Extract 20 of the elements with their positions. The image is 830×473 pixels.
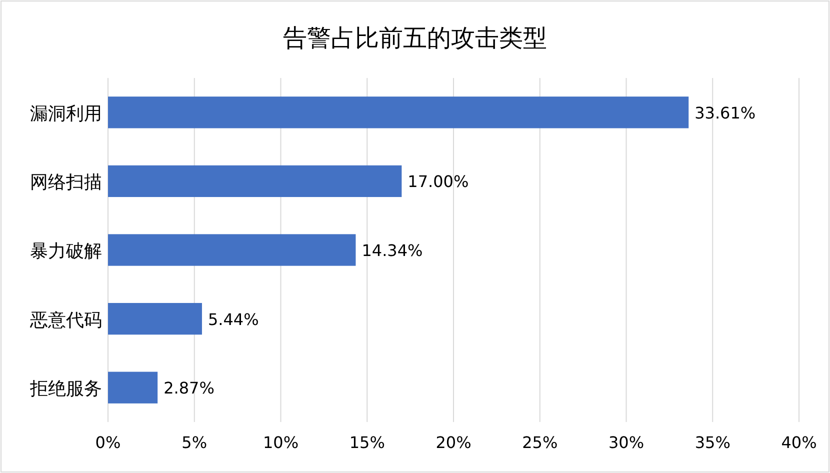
xtick: 10% <box>262 433 299 452</box>
category: 漏洞利用 <box>30 103 102 124</box>
category: 暴力破解 <box>30 241 102 262</box>
xtick: 35% <box>694 433 730 452</box>
data-label: 5.44% <box>208 310 259 329</box>
data-label: 33.61% <box>694 103 756 122</box>
category: 网络扫描 <box>30 172 102 194</box>
xtick: 25% <box>522 433 558 452</box>
data-label: 17.00% <box>408 172 469 192</box>
xtick: 40% <box>781 433 817 452</box>
xtick: 0% <box>95 433 121 452</box>
data-label: 2.87% <box>164 378 214 398</box>
category: 恶意代码 <box>30 310 102 331</box>
category: 拒绝服务 <box>30 378 102 400</box>
title: 告警占比前五的攻击类型 <box>283 24 547 52</box>
xtick: 20% <box>436 433 472 452</box>
xtick: 30% <box>608 433 644 452</box>
xtick: 5% <box>182 433 208 452</box>
xtick: 15% <box>349 433 385 452</box>
data-label: 14.34% <box>362 241 423 260</box>
